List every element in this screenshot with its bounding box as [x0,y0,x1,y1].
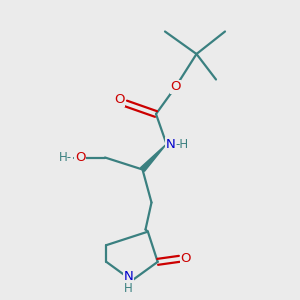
Text: -H: -H [176,137,189,151]
Text: O: O [75,151,86,164]
Text: O: O [114,93,125,106]
Text: N: N [124,270,133,284]
Text: H-: H- [58,151,72,164]
Text: O: O [170,80,181,94]
Text: O: O [181,252,191,265]
Text: H: H [124,282,133,296]
Text: N: N [166,137,175,151]
Polygon shape [140,144,166,171]
